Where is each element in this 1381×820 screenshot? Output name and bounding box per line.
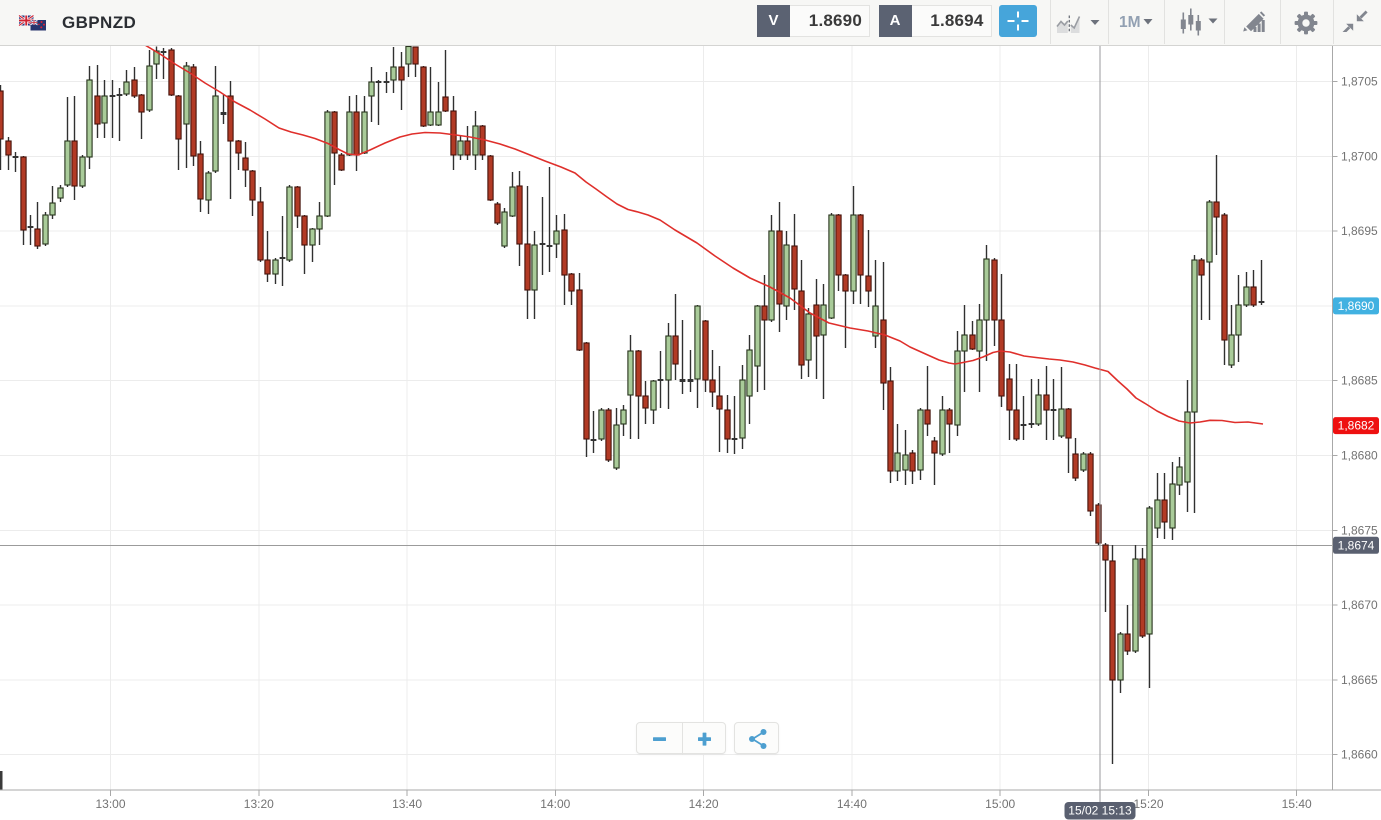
svg-text:13:40: 13:40 — [392, 797, 422, 811]
svg-text:15/02 15:13: 15/02 15:13 — [1068, 804, 1132, 818]
svg-text:13:00: 13:00 — [95, 797, 125, 811]
svg-text:1,8675: 1,8675 — [1341, 523, 1378, 537]
svg-text:1,8670: 1,8670 — [1341, 598, 1378, 612]
svg-text:1,8682: 1,8682 — [1338, 419, 1375, 433]
svg-text:1,8690: 1,8690 — [1338, 299, 1375, 313]
svg-text:1,8660: 1,8660 — [1341, 748, 1378, 762]
svg-text:1,8665: 1,8665 — [1341, 673, 1378, 687]
svg-text:15:40: 15:40 — [1282, 797, 1312, 811]
svg-text:14:00: 14:00 — [540, 797, 570, 811]
svg-text:1,8680: 1,8680 — [1341, 449, 1378, 463]
svg-text:14:20: 14:20 — [689, 797, 719, 811]
svg-text:1,8685: 1,8685 — [1341, 374, 1378, 388]
svg-text:1,8674: 1,8674 — [1338, 538, 1375, 552]
svg-text:1,8695: 1,8695 — [1341, 224, 1378, 238]
svg-text:15:00: 15:00 — [985, 797, 1015, 811]
svg-text:14:40: 14:40 — [837, 797, 867, 811]
svg-text:1,8705: 1,8705 — [1341, 75, 1378, 89]
svg-text:13:20: 13:20 — [244, 797, 274, 811]
svg-text:15:20: 15:20 — [1133, 797, 1163, 811]
svg-text:1,8700: 1,8700 — [1341, 149, 1378, 163]
